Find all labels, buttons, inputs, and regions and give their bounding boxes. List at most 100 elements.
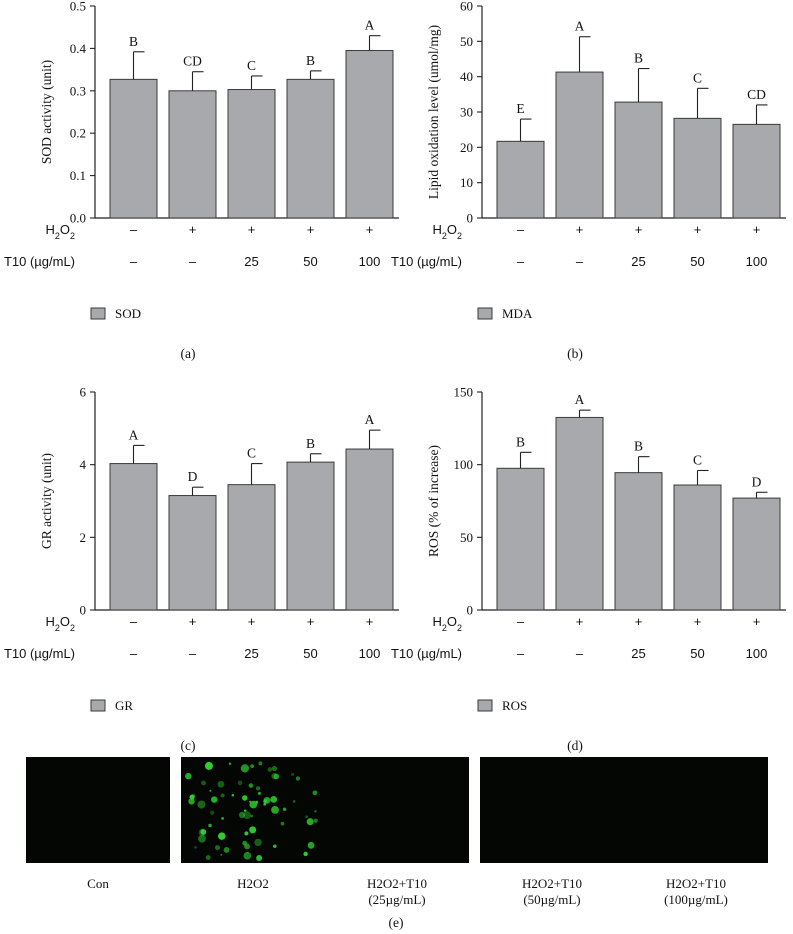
- t10-value: 25: [244, 646, 258, 661]
- fluorescent-cell: [250, 814, 254, 818]
- significance-letter: C: [247, 446, 256, 461]
- micrograph-caption-line1: H2O2+T10: [522, 876, 582, 891]
- bar: [555, 71, 604, 219]
- y-tick-label: 150: [454, 385, 474, 400]
- bar: [286, 78, 335, 219]
- significance-letter: E: [516, 101, 524, 116]
- fluorescent-cell: [270, 795, 278, 803]
- fluorescent-cell: [206, 763, 210, 766]
- t10-row-label: T10 (µg/mL): [391, 646, 462, 661]
- h2o2-value: –: [517, 614, 525, 629]
- significance-letter: A: [365, 412, 375, 427]
- t10-row-label: T10 (µg/mL): [391, 254, 462, 269]
- h2o2-value: +: [694, 614, 702, 629]
- micrograph-image: [624, 757, 768, 863]
- fluorescent-cell: [249, 826, 257, 834]
- h2o2-value: +: [635, 614, 643, 629]
- fluorescent-cell: [214, 845, 220, 851]
- chart-panel-sod: 0.0 0.1 0.2 0.3 0.4 0.5 SOD activity (unit) B CD…: [4, 0, 399, 361]
- panel-label: (a): [181, 346, 196, 361]
- t10-value: –: [517, 254, 525, 269]
- fluorescent-cell: [185, 772, 192, 780]
- h2o2-value: +: [307, 614, 315, 629]
- bar: [673, 484, 722, 611]
- fluorescent-cell: [257, 791, 261, 795]
- bar: [496, 140, 545, 219]
- significance-letter: B: [306, 53, 315, 68]
- fluorescent-cell: [312, 790, 318, 796]
- chart-panel-ros: 0 50 100 150 ROS (% of increase) B A B C D H2O2 T10…: [391, 385, 786, 753]
- panel-label: (d): [567, 738, 583, 753]
- significance-letter: C: [693, 452, 702, 467]
- significance-letter: B: [516, 434, 525, 449]
- bar: [345, 448, 394, 611]
- micrograph-image: [480, 757, 624, 863]
- h2o2-value: +: [307, 222, 315, 237]
- significance-letter: A: [129, 427, 139, 442]
- micrograph-caption-line2: (100µg/mL): [664, 892, 728, 907]
- micrograph-caption-line2: (50µg/mL): [523, 892, 580, 907]
- legend-label: MDA: [502, 306, 533, 321]
- y-tick-label: 40: [460, 69, 473, 84]
- h2o2-value: +: [635, 222, 643, 237]
- t10-value: 100: [746, 254, 768, 269]
- legend-label: ROS: [502, 698, 527, 713]
- significance-letter: B: [129, 34, 138, 49]
- fluorescent-cell: [307, 841, 315, 849]
- bar: [168, 495, 217, 611]
- h2o2-value: +: [366, 614, 374, 629]
- t10-value: –: [576, 254, 584, 269]
- y-tick-label: 100: [454, 457, 474, 472]
- fluorescent-cell: [211, 796, 218, 803]
- significance-letter: D: [188, 469, 198, 484]
- bar: [673, 117, 722, 219]
- bar: [614, 101, 663, 219]
- fluorescent-cell: [282, 807, 287, 811]
- y-tick-label: 0: [80, 603, 87, 618]
- y-tick-label: 0.2: [70, 126, 86, 141]
- significance-letter: B: [306, 436, 315, 451]
- panel-label: (b): [567, 346, 583, 361]
- y-tick-label: 2: [80, 530, 87, 545]
- significance-letter: B: [634, 51, 643, 66]
- t10-value: 25: [631, 646, 645, 661]
- y-tick-label: 0.4: [70, 41, 87, 56]
- micrograph-4: H2O2+T10(50µg/mL): [480, 757, 624, 907]
- bar: [109, 78, 158, 219]
- bar: [109, 463, 158, 611]
- chart-panel-mda: 0 10 20 30 40 50 60 Lipid oxidation level (umol…: [391, 0, 786, 361]
- t10-value: –: [576, 646, 584, 661]
- fluorescent-cell: [197, 800, 206, 809]
- t10-value: 50: [303, 254, 317, 269]
- h2o2-row-label: H2O2: [45, 222, 75, 241]
- fluorescent-cell: [295, 776, 301, 781]
- legend-swatch: [90, 307, 106, 320]
- fluorescent-cell: [198, 834, 206, 843]
- legend-label: SOD: [115, 306, 141, 321]
- t10-value: 25: [244, 254, 258, 269]
- significance-letter: A: [575, 392, 585, 407]
- fluorescent-cell: [217, 780, 225, 788]
- fluorescent-cell: [228, 762, 232, 765]
- h2o2-value: –: [130, 614, 138, 629]
- t10-row-label: T10 (µg/mL): [4, 646, 75, 661]
- t10-value: –: [189, 254, 197, 269]
- bar: [614, 472, 663, 611]
- t10-value: –: [517, 646, 525, 661]
- h2o2-value: +: [694, 222, 702, 237]
- h2o2-value: +: [753, 222, 761, 237]
- h2o2-row-label: H2O2: [45, 614, 75, 633]
- h2o2-value: +: [189, 614, 197, 629]
- y-axis-label: ROS (% of increase): [426, 445, 441, 557]
- micrograph-image: [181, 757, 325, 863]
- micrograph-image: [325, 757, 469, 863]
- panel-label-e: (e): [389, 915, 404, 930]
- fluorescent-cell: [244, 809, 247, 812]
- fluorescent-cell: [263, 802, 266, 806]
- fluorescent-cell: [231, 794, 235, 797]
- fluorescent-cell: [313, 818, 318, 823]
- significance-letter: CD: [747, 87, 766, 102]
- fluorescent-cell: [267, 767, 273, 772]
